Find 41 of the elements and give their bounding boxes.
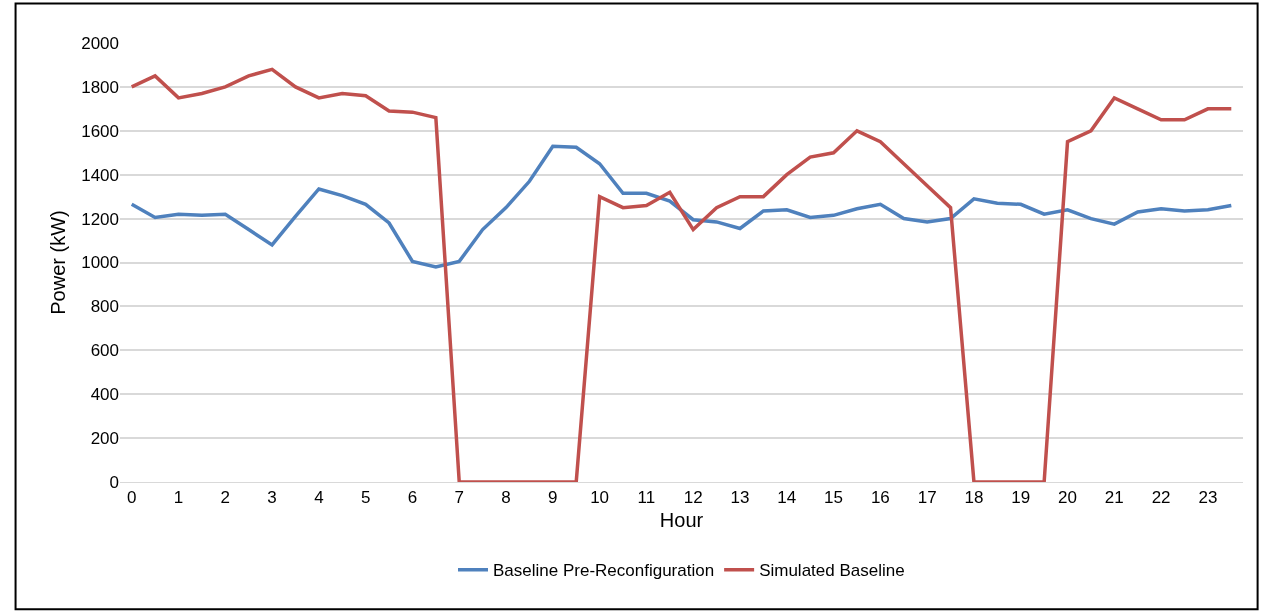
y-tick-label: 800 bbox=[90, 297, 119, 317]
x-tick-label: 5 bbox=[360, 488, 371, 508]
y-tick-label: 400 bbox=[90, 385, 119, 405]
x-tick-label: 22 bbox=[1151, 488, 1171, 508]
y-tick-label: 1600 bbox=[81, 121, 119, 141]
x-tick-label: 3 bbox=[267, 488, 277, 508]
x-tick-label: 6 bbox=[407, 488, 418, 508]
x-tick-label: 2 bbox=[220, 488, 231, 508]
y-tick-label: 1000 bbox=[81, 253, 119, 273]
x-tick-label: 12 bbox=[683, 488, 703, 508]
y-tick-label: 1400 bbox=[81, 165, 119, 185]
x-axis-title: Hour bbox=[659, 508, 704, 531]
line-series bbox=[129, 67, 1234, 482]
x-tick-label: 16 bbox=[870, 488, 890, 508]
y-tick-label: 600 bbox=[90, 341, 119, 361]
line-series bbox=[129, 144, 1234, 269]
legend-label: Simulated Baseline bbox=[759, 561, 905, 581]
y-tick-label: 0 bbox=[109, 472, 119, 492]
x-tick-label: 13 bbox=[730, 488, 750, 508]
y-tick-label: 1200 bbox=[81, 209, 119, 229]
x-tick-label: 10 bbox=[590, 488, 610, 508]
x-tick-label: 4 bbox=[314, 488, 324, 508]
x-tick-label: 7 bbox=[454, 488, 464, 508]
x-tick-label: 19 bbox=[1011, 488, 1031, 508]
y-tick-label: 2000 bbox=[81, 33, 119, 53]
x-tick-label: 9 bbox=[548, 488, 558, 508]
y-tick-label: 200 bbox=[90, 429, 119, 449]
legend-label: Baseline Pre-Reconfiguration bbox=[493, 561, 715, 581]
x-tick-label: 15 bbox=[824, 488, 844, 508]
x-tick-label: 0 bbox=[126, 488, 137, 508]
x-tick-label: 11 bbox=[637, 488, 656, 508]
x-tick-label: 8 bbox=[501, 488, 511, 508]
y-axis-title: Power (kW) bbox=[46, 210, 69, 315]
x-tick-label: 23 bbox=[1198, 488, 1218, 508]
x-tick-label: 20 bbox=[1058, 488, 1077, 508]
x-tick-label: 21 bbox=[1104, 488, 1124, 508]
x-tick-label: 1 bbox=[173, 488, 184, 508]
x-tick-label: 14 bbox=[777, 488, 797, 508]
x-tick-label: 17 bbox=[917, 488, 937, 508]
x-tick-label: 18 bbox=[964, 488, 984, 508]
y-tick-label: 1800 bbox=[81, 77, 119, 97]
